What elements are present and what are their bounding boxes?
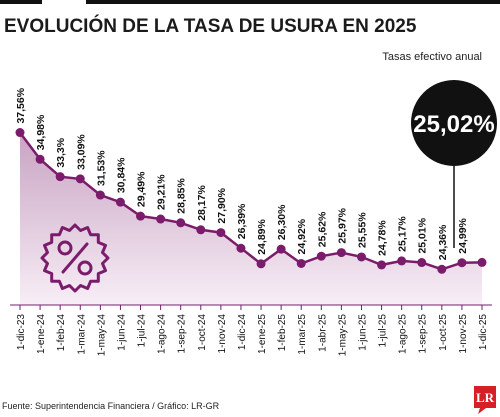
x-tick-label: 1-abr-25 [317, 314, 328, 352]
x-tick-label: 1-oct-25 [438, 314, 449, 351]
x-tick-label: 1-dic-25 [478, 314, 489, 351]
data-point [15, 128, 25, 138]
x-tick-label: 1-nov-24 [217, 314, 228, 354]
data-point [35, 154, 45, 164]
data-label: 26,30% [276, 204, 288, 240]
logo-text: LR [476, 390, 495, 405]
data-label: 24,36% [437, 224, 449, 260]
data-point [296, 258, 306, 268]
x-tick-label: 1-may-24 [96, 314, 107, 357]
x-tick-label: 1-ago-24 [157, 314, 168, 354]
x-tick-label: 1-nov-25 [458, 314, 469, 354]
data-point [176, 218, 186, 228]
x-tick-label: 1-feb-25 [277, 314, 288, 352]
data-point [156, 214, 166, 224]
data-point [417, 258, 427, 268]
data-point [256, 259, 266, 269]
data-point [356, 252, 366, 262]
x-tick-label: 1-feb-24 [56, 314, 67, 352]
data-point [136, 211, 146, 221]
x-tick-label: 1-jul-24 [137, 314, 148, 348]
data-point [397, 256, 407, 266]
data-label: 33,3% [55, 137, 67, 167]
x-tick-label: 1-jun-25 [357, 314, 368, 351]
x-tick-label: 1-dic-24 [237, 314, 248, 351]
data-point [316, 251, 326, 261]
data-labels: 37,56% 34,98% 33,3% 33,09% 31,53% 30,84% 29,49… [15, 87, 469, 260]
data-label: 24,99% [457, 217, 469, 253]
data-label: 34,98% [35, 114, 47, 150]
data-label: 37,56% [15, 87, 27, 123]
top-rule-right [86, 0, 500, 4]
data-point [336, 248, 346, 258]
x-tick-label: 1-jun-24 [116, 314, 127, 351]
data-point [236, 243, 246, 253]
x-axis-ticks [19, 305, 483, 310]
lr-logo: LR [474, 386, 496, 414]
data-point [457, 258, 467, 268]
source-note: Fuente: Superintendencia Financiera / Gr… [2, 401, 220, 411]
x-tick-label: 1-mar-24 [76, 314, 87, 355]
data-label: 25,97% [336, 207, 348, 243]
data-point [276, 244, 286, 254]
top-rule-left [0, 0, 42, 4]
data-label: 30,84% [115, 157, 127, 193]
data-points [15, 128, 487, 274]
x-tick-labels: 1-dic-23 1-ene-24 1-feb-24 1-mar-24 1-may-24… [16, 314, 489, 357]
x-tick-label: 1-may-25 [337, 314, 348, 357]
data-label: 25,17% [397, 216, 409, 252]
chart-subtitle: Tasas efectivo anual [382, 51, 482, 63]
data-label: 28,85% [176, 177, 188, 213]
data-label: 25,55% [356, 212, 368, 248]
x-tick-label: 1-dic-23 [16, 314, 27, 351]
data-point [55, 172, 65, 182]
data-label: 33,09% [75, 134, 87, 170]
data-label: 29,21% [156, 174, 168, 210]
x-tick-label: 1-ene-25 [257, 314, 268, 354]
data-label: 27,90% [216, 187, 228, 223]
data-label: 28,17% [196, 185, 208, 221]
data-point [75, 174, 85, 184]
highlight-value: 25,02% [413, 111, 494, 138]
data-point [477, 257, 487, 267]
data-point [115, 197, 125, 207]
data-point [196, 225, 206, 235]
data-point [216, 228, 226, 238]
x-tick-label: 1-oct-24 [197, 314, 208, 351]
data-label: 26,39% [236, 203, 248, 239]
x-tick-label: 1-sep-24 [177, 314, 188, 354]
data-label: 25,62% [316, 211, 328, 247]
data-point [377, 260, 387, 270]
data-point [95, 190, 105, 200]
x-tick-label: 1-jul-25 [378, 314, 389, 348]
highlight-badge [411, 80, 497, 166]
data-point [437, 264, 447, 274]
data-label: 24,89% [256, 219, 268, 255]
x-tick-label: 1-ene-24 [36, 314, 47, 354]
data-label: 25,01% [417, 217, 429, 253]
x-tick-label: 1-mar-25 [297, 314, 308, 355]
percent-tag-icon [40, 223, 110, 293]
data-label: 31,53% [95, 150, 107, 186]
x-tick-label: 1-ago-25 [398, 314, 409, 354]
chart-title: EVOLUCIÓN DE LA TASA DE USURA EN 2025 [4, 15, 417, 37]
data-label: 24,78% [377, 220, 389, 256]
x-tick-label: 1-sep-25 [418, 314, 429, 354]
area-fill [20, 132, 482, 305]
data-label: 24,92% [296, 218, 308, 254]
data-label: 29,49% [136, 171, 148, 207]
